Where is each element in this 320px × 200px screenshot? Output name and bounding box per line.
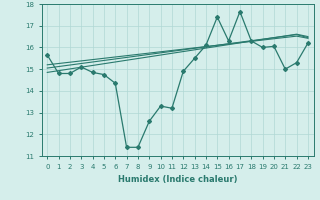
X-axis label: Humidex (Indice chaleur): Humidex (Indice chaleur) [118,175,237,184]
